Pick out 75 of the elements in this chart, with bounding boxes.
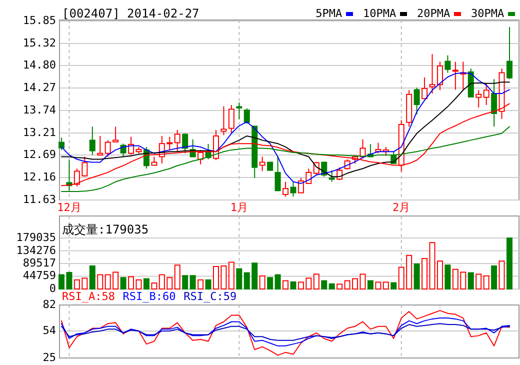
y-tick-label: 14.27 xyxy=(22,81,56,94)
y-tick-label: 44759 xyxy=(22,269,56,282)
y-tick-label: 12.16 xyxy=(22,170,56,184)
text: RSI_B:60 xyxy=(122,290,176,304)
candlestick xyxy=(58,137,64,150)
candlestick xyxy=(89,126,96,156)
chart-title: [002407] 2014-02-27 xyxy=(62,6,200,20)
legend-label: 10PMA xyxy=(363,7,396,20)
y-tick-label: 54 xyxy=(42,324,56,338)
bar xyxy=(274,274,281,290)
line-series xyxy=(61,126,510,192)
candlestick xyxy=(198,149,204,165)
y-tick-label: 15.32 xyxy=(22,36,56,50)
line-series xyxy=(61,323,510,341)
bar xyxy=(236,268,242,290)
y-tick-label: 82 xyxy=(42,298,56,312)
candlestick xyxy=(444,54,451,74)
bar xyxy=(390,282,397,290)
y-tick-label: 179035 xyxy=(16,231,56,244)
bar xyxy=(190,275,196,290)
y-tick-label: 134276 xyxy=(16,244,56,257)
bar xyxy=(491,265,498,290)
bar xyxy=(328,283,335,290)
y-tick-label: 15.85 xyxy=(22,14,56,28)
candlestick xyxy=(452,61,458,90)
y-tick-label: 89517 xyxy=(22,256,56,270)
bar xyxy=(89,265,96,290)
y-tick-label: 13.21 xyxy=(22,126,56,139)
bar xyxy=(290,281,296,290)
candlestick xyxy=(282,181,288,198)
bar xyxy=(205,279,212,290)
x-tick-label: 1月 xyxy=(230,201,248,214)
y-tick-label: 13.74 xyxy=(22,104,56,117)
legend-label: 30PMA xyxy=(471,7,504,20)
chart-title: 成交量:179035 xyxy=(62,222,149,236)
candlestick xyxy=(259,156,266,172)
candlestick xyxy=(244,108,250,124)
candlestick xyxy=(422,76,428,100)
bar xyxy=(444,264,451,290)
bar xyxy=(182,275,188,290)
series-label: RSI_A:58 xyxy=(62,290,115,304)
candlestick xyxy=(228,104,234,134)
y-tick-label: 11.63 xyxy=(22,193,56,206)
y-tick-label: 25 xyxy=(42,351,56,364)
candlestick xyxy=(414,87,420,115)
y-tick-label: 14.80 xyxy=(22,58,56,72)
candlestick xyxy=(290,181,296,198)
candlestick xyxy=(182,132,188,154)
candlestick xyxy=(506,26,512,80)
candlestick xyxy=(491,78,498,128)
candlestick xyxy=(220,106,227,136)
candlestick xyxy=(483,82,490,106)
x-tick-label: 12月 xyxy=(57,201,82,214)
bar xyxy=(414,263,420,290)
x-tick-label: 2月 xyxy=(392,201,410,214)
y-tick-label: 0 xyxy=(49,282,56,296)
bar xyxy=(321,280,328,290)
bar xyxy=(506,238,512,290)
candlestick xyxy=(328,170,335,182)
line-series xyxy=(61,318,510,346)
bar xyxy=(267,277,274,290)
line-series xyxy=(61,310,510,356)
y-tick-label: 12.69 xyxy=(22,148,56,162)
bar xyxy=(120,277,126,290)
bar xyxy=(468,272,474,290)
text: RSI_C:59 xyxy=(184,290,237,304)
legend-label: 5PMA xyxy=(316,7,342,20)
legend-label: 20PMA xyxy=(417,7,450,20)
candlestick xyxy=(97,135,104,156)
candlestick xyxy=(274,156,281,192)
candlestick xyxy=(476,90,482,108)
candlestick xyxy=(236,102,242,120)
candlestick xyxy=(174,130,180,152)
bar xyxy=(367,280,374,290)
bar xyxy=(143,278,150,290)
